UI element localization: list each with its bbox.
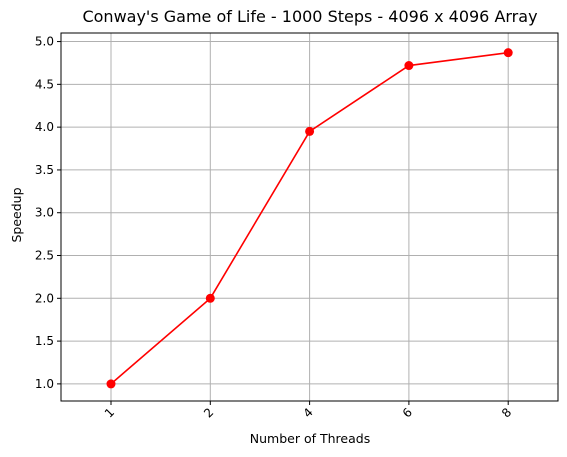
data-point (305, 126, 315, 136)
y-tick-label: 1.0 (35, 377, 54, 391)
x-axis-label: Number of Threads (250, 431, 370, 446)
y-tick-label: 5.0 (35, 35, 54, 49)
y-tick-label: 3.0 (35, 206, 54, 220)
data-point (106, 379, 116, 389)
data-point (503, 48, 513, 58)
y-axis-label: Speedup (9, 187, 24, 242)
chart-title: Conway's Game of Life - 1000 Steps - 409… (82, 7, 537, 26)
y-tick-label: 4.0 (35, 120, 54, 134)
grid-lines (61, 33, 558, 401)
y-tick-label: 3.5 (35, 163, 54, 177)
y-tick-label: 2.5 (35, 249, 54, 263)
y-tick-label: 4.5 (35, 77, 54, 91)
data-point (205, 293, 215, 303)
data-point (404, 61, 414, 71)
data-series (106, 48, 513, 389)
y-tick-label: 2.0 (35, 291, 54, 305)
y-tick-label: 1.5 (35, 334, 54, 348)
